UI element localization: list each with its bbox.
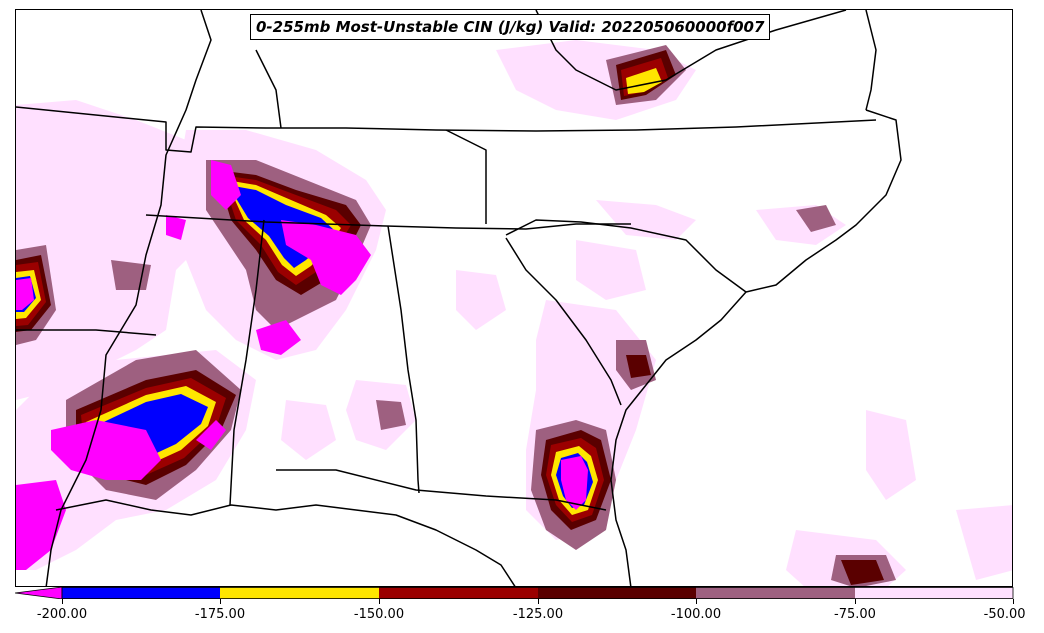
colorbar-tick-label: -150.00 [353,607,405,622]
cin-magenta-regions [16,160,588,570]
colorbar-tick-mark [855,599,856,604]
map-panel [15,9,1013,587]
colorbar-tick-label: -100.00 [670,607,722,622]
colorbar-tick-label: -50.00 [983,607,1026,622]
colorbar-outline [61,587,1014,599]
colorbar-extend-min [15,587,63,599]
colorbar-tick-label: -175.00 [194,607,246,622]
colorbar-segment-red [379,587,538,599]
colorbar-segment-mauve [696,587,855,599]
colorbar-segment-blue [62,587,220,599]
colorbar-tick-mark [538,599,539,604]
state-and-coast-borders [16,10,902,586]
colorbar-segment-dark-maroon [538,587,696,599]
colorbar-tick-mark [1013,599,1014,604]
colorbar-tick-mark [696,599,697,604]
map-title: 0-255mb Most-Unstable CIN (J/kg) Valid: … [250,14,771,40]
colorbar [15,587,1014,599]
colorbar-tick-mark [220,599,221,604]
colorbar-tick-label: -200.00 [36,607,88,622]
colorbar-segment-light-pink [855,587,1013,599]
colorbar-tick-mark [379,599,380,604]
colorbar-tick-mark [62,599,63,604]
cin-map [16,10,1012,586]
colorbar-segment-yellow [220,587,379,599]
colorbar-tick-label: -75.00 [834,607,876,622]
colorbar-tick-label: -125.00 [512,607,564,622]
